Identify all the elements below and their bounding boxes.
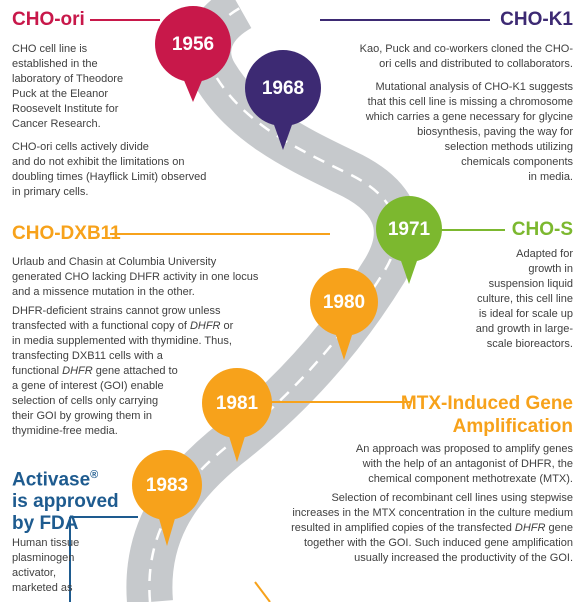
text-line: biosynthesis, paving the way for — [417, 126, 573, 138]
text-line: in media supplemented with thymidine. Th… — [12, 335, 232, 347]
text-line: ori cells and distributed to collaborato… — [379, 58, 573, 70]
text-line: that this cell line is missing a chromos… — [367, 96, 573, 108]
pin-1968: 1968 — [245, 50, 321, 150]
cho-k1-description: Kao, Puck and co-workers cloned the CHO-… — [323, 42, 573, 72]
text-line: selection methods utilizing — [444, 141, 573, 153]
pin-year-label: 1980 — [322, 292, 366, 313]
mtx-detail: Selection of recombinant cell lines usin… — [253, 491, 573, 566]
text-line: thymidine-free media. — [12, 425, 118, 437]
activase-title-line: Activase® — [12, 464, 119, 491]
text-line: CHO-ori cells actively divide — [12, 141, 149, 153]
text-line: established in the — [12, 58, 98, 70]
pin-year-label: 1981 — [215, 393, 259, 414]
text-line: suspension liquid — [488, 278, 573, 290]
pin-1980: 1980 — [310, 268, 378, 360]
cho-k1-title: CHO-K1 — [500, 9, 573, 30]
mtx-title: MTX-Induced Gene Amplification — [401, 392, 573, 438]
cho-dxb11-title: CHO-DXB11 — [12, 223, 121, 244]
text-line: doubling times (Hayflick Limit) observed — [12, 171, 207, 183]
text-line: with the help of an antagonist of DHFR, … — [362, 458, 573, 470]
cho-ori-detail: CHO-ori cells actively divide and do not… — [12, 140, 252, 200]
text-line: increases in the MTX concentration in th… — [292, 507, 573, 519]
text-line: selection of cells only carrying — [12, 395, 159, 407]
text-line: culture, this cell line — [477, 293, 573, 305]
text-line: chemicals components — [461, 156, 573, 168]
gene-name: DHFR — [514, 522, 546, 534]
text-line: which carries a gene necessary for glyci… — [365, 111, 573, 123]
text-line: DHFR-deficient strains cannot grow unles… — [12, 305, 221, 317]
pin-year-label: 1983 — [145, 475, 189, 496]
text-run: functional — [12, 365, 63, 377]
text-line: their GOI by growing them in — [12, 410, 153, 422]
text-line: Roosevelt Institute for — [12, 103, 119, 115]
text-run: transfected with a functional copy of — [12, 320, 190, 332]
text-run: gene — [545, 522, 573, 534]
text-line: in media. — [528, 171, 573, 183]
text-line: and a missence mutation in the other. — [12, 286, 195, 298]
text-line: marketed as — [12, 582, 73, 594]
pin-1983: 1983 — [132, 450, 202, 546]
text-line: CHO cell line is — [12, 43, 88, 55]
pin-1971: 1971 — [376, 196, 442, 284]
text-line: Mutational analysis of CHO-K1 suggests — [375, 81, 573, 93]
text-line: activator, — [12, 567, 57, 579]
cho-dxb11-detail: DHFR-deficient strains cannot grow unles… — [12, 304, 282, 439]
text-run: gene attached to — [92, 365, 178, 377]
pin-1981: 1981 — [202, 368, 272, 462]
text-line: resulted in amplified copies of the tran… — [253, 521, 573, 536]
text-line: Human tissue — [12, 537, 80, 549]
cho-k1-detail: Mutational analysis of CHO-K1 suggests t… — [323, 80, 573, 185]
cho-ori-title: CHO-ori — [12, 9, 85, 30]
text-line: and do not exhibit the limitations on — [12, 156, 185, 168]
registered-mark: ® — [90, 469, 99, 481]
text-run: resulted in amplified copies of the tran… — [291, 522, 515, 534]
connector-bottom-right — [254, 581, 271, 602]
text-line: chemical component methotrexate (MTX). — [368, 473, 573, 485]
text-line: growth in — [528, 263, 573, 275]
text-line: Cancer Research. — [12, 118, 101, 130]
activase-title-line: by FDA — [12, 513, 79, 535]
text-line: Kao, Puck and co-workers cloned the CHO- — [359, 43, 573, 55]
pin-1956: 1956 — [155, 6, 231, 102]
pin-year-label: 1968 — [261, 78, 305, 99]
activase-title-line: is approved — [12, 491, 119, 513]
text-line: usually increased the productivity of th… — [354, 552, 573, 564]
text-line: and growth in large- — [475, 323, 573, 335]
cho-dxb11-description: Urlaub and Chasin at Columbia University… — [12, 255, 302, 300]
cho-s-description: Adapted for growth in suspension liquid … — [443, 247, 573, 352]
text-line: laboratory of Theodore — [12, 73, 124, 85]
pin-year-label: 1956 — [171, 34, 215, 55]
cho-ori-description: CHO cell line is established in the labo… — [12, 42, 192, 132]
text-line: Puck at the Eleanor — [12, 88, 109, 100]
text-line: transfecting DXB11 cells with a — [12, 350, 163, 362]
cho-s-title: CHO-S — [511, 219, 573, 240]
mtx-title-line: MTX-Induced Gene — [400, 393, 573, 414]
gene-name: DHFR — [189, 320, 221, 332]
text-line: Adapted for — [516, 248, 573, 260]
gene-name: DHFR — [62, 365, 93, 377]
text-line: Selection of recombinant cell lines usin… — [331, 492, 573, 504]
text-line: in primary cells. — [12, 186, 89, 198]
text-line: Urlaub and Chasin at Columbia University — [12, 256, 217, 268]
text-line: is ideal for scale up — [478, 308, 573, 320]
text-line: scale bioreactors. — [486, 338, 573, 350]
text-line: plasminogen — [12, 552, 75, 564]
text-run: or — [220, 320, 234, 332]
activase-title: Activase® is approved by FDA — [12, 464, 119, 535]
text-line: An approach was proposed to amplify gene… — [355, 443, 573, 455]
text-line: generated CHO lacking DHFR activity in o… — [12, 271, 259, 283]
text-line: a gene of interest (GOI) enable — [12, 380, 164, 392]
activase-description: Human tissue plasminogen activator, mark… — [12, 536, 92, 596]
mtx-description: An approach was proposed to amplify gene… — [273, 442, 573, 487]
text-line: transfected with a functional copy of DH… — [12, 319, 282, 334]
pin-year-label: 1971 — [387, 219, 431, 240]
mtx-title-line: Amplification — [452, 416, 573, 437]
text-line: functional DHFR gene attached to — [12, 364, 282, 379]
text-line: together with the GOI. Such induced gene… — [303, 537, 573, 549]
title-text: Activase — [12, 469, 91, 491]
